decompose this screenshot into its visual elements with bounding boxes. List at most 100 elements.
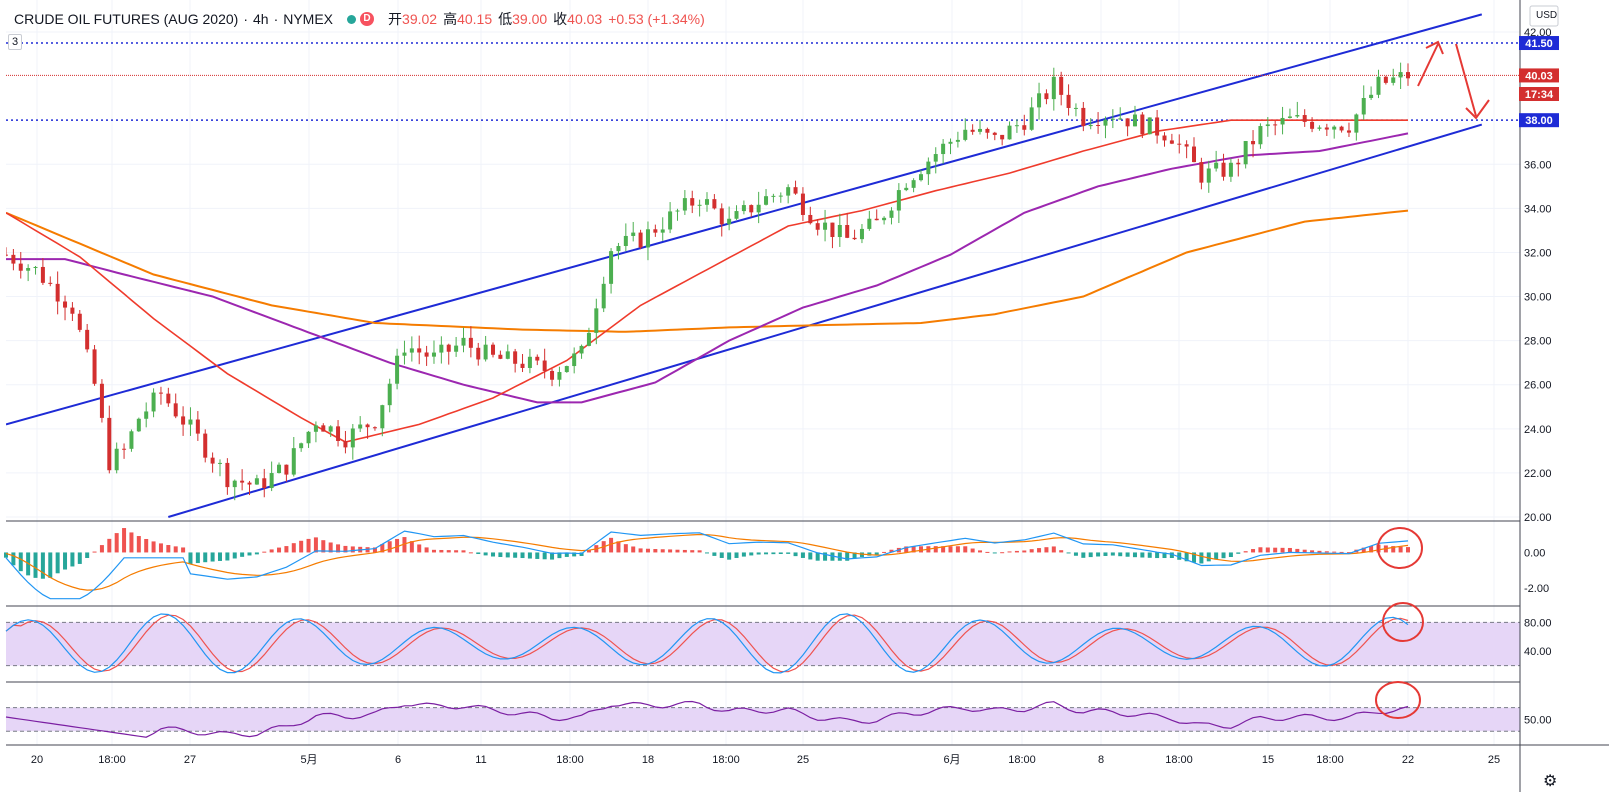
macd-histogram-bar [1273, 547, 1278, 553]
macd-tick-label: 0.00 [1524, 547, 1545, 559]
currency-label[interactable]: USD [1536, 10, 1558, 21]
macd-histogram-bar [232, 552, 237, 559]
time-tick-label: 18:00 [1165, 754, 1193, 766]
macd-histogram-bar [417, 544, 422, 553]
macd-histogram-bar [1022, 550, 1027, 553]
macd-histogram-bar [491, 552, 496, 557]
macd-histogram-bar [867, 552, 872, 556]
candle-body [734, 211, 739, 219]
ema-slow-line [6, 209, 1409, 333]
time-tick-label: 18:00 [556, 754, 584, 766]
candle-body [756, 204, 761, 213]
candle-body [1317, 127, 1322, 129]
candle-body [1236, 162, 1241, 165]
macd-histogram-bar [668, 549, 673, 553]
candle-body [1354, 114, 1359, 133]
candle-body [1132, 114, 1137, 127]
candle-body [247, 482, 252, 485]
macd-histogram-bar [1081, 552, 1086, 558]
macd-histogram-bar [579, 552, 584, 556]
candle-body [85, 329, 90, 350]
macd-histogram-bar [454, 550, 459, 553]
market-status-icon [347, 14, 357, 24]
candle-body [859, 228, 864, 240]
indicator-toggle[interactable]: 3 [8, 34, 23, 50]
candle-body [417, 348, 422, 353]
candle-body [705, 199, 709, 205]
interval[interactable]: 4h [252, 11, 269, 27]
macd-histogram-bar [409, 541, 414, 553]
candle-body [579, 345, 584, 354]
candle-body [638, 232, 643, 248]
macd-histogram-bar [439, 549, 444, 553]
macd-histogram-bar [904, 546, 909, 553]
candle-body [550, 370, 555, 380]
stochastic-k-line [5, 613, 1409, 674]
time-tick-label: 27 [184, 754, 196, 766]
candle-body [70, 307, 75, 314]
macd-histogram-bar [321, 540, 326, 553]
macd-histogram-bar [107, 538, 112, 553]
candle-body [1125, 118, 1130, 127]
candle-body [122, 448, 127, 450]
channel-lower-line [168, 123, 1483, 518]
candle-body [350, 428, 355, 448]
gear-icon[interactable]: ⚙ [1543, 773, 1558, 790]
macd-histogram-bar [1177, 552, 1182, 560]
delay-badge[interactable]: D [360, 12, 375, 26]
candle-body [1258, 126, 1263, 145]
candle-body [409, 348, 414, 353]
macd-histogram-bar [247, 552, 252, 556]
macd-histogram-bar [306, 538, 311, 553]
macd-histogram-bar [461, 550, 466, 553]
candle-body [955, 139, 960, 142]
time-tick-label: 11 [475, 754, 486, 766]
candle-body [136, 418, 141, 432]
candle-body [195, 419, 200, 434]
macd-histogram-bar [764, 552, 769, 555]
candle-body [727, 218, 732, 225]
candle-body [1192, 146, 1197, 163]
candle-body [520, 363, 525, 368]
candle-body [372, 427, 377, 429]
macd-histogram-bar [653, 549, 658, 553]
macd-histogram-bar [85, 552, 90, 558]
macd-histogram-bar [468, 552, 473, 554]
price-tick-label: 24.00 [1524, 424, 1552, 436]
macd-histogram-bar [586, 550, 591, 553]
macd-histogram-bar [527, 552, 532, 559]
macd-histogram-bar [874, 552, 879, 555]
macd-histogram-bar [1132, 552, 1137, 558]
candle-body [99, 383, 104, 418]
macd-histogram-bar [299, 540, 304, 553]
macd-histogram-bar [92, 551, 97, 553]
macd-histogram-bar [623, 544, 628, 553]
macd-histogram-bar [1014, 550, 1019, 553]
open-label: 开 [388, 11, 403, 27]
macd-histogram-bar [1162, 552, 1167, 559]
symbol-name[interactable]: CRUDE OIL FUTURES (AUG 2020) [14, 11, 239, 27]
macd-histogram-bar [55, 552, 60, 574]
time-tick-label: 25 [797, 754, 809, 766]
time-tick-label: 15 [1262, 754, 1274, 766]
macd-histogram-bar [151, 541, 156, 553]
candle-body [203, 433, 208, 458]
candle-body [217, 462, 222, 464]
candle-body [262, 478, 267, 489]
macd-histogram-bar [136, 536, 141, 553]
macd-histogram-bar [859, 552, 864, 557]
candle-body [1376, 76, 1381, 95]
macd-histogram-bar [254, 552, 259, 555]
time-tick-label: 6月 [943, 754, 960, 766]
macd-histogram-bar [350, 546, 355, 553]
candle-body [1088, 125, 1093, 127]
macd-histogram-bar [1339, 551, 1344, 553]
stochastic-tick-label: 80.00 [1524, 617, 1552, 629]
candle-body [963, 129, 968, 140]
candle-body [896, 190, 901, 211]
macd-histogram-bar [195, 552, 200, 564]
macd-histogram-bar [11, 552, 16, 566]
macd-histogram-bar [291, 543, 296, 553]
macd-histogram-bar [705, 552, 709, 554]
